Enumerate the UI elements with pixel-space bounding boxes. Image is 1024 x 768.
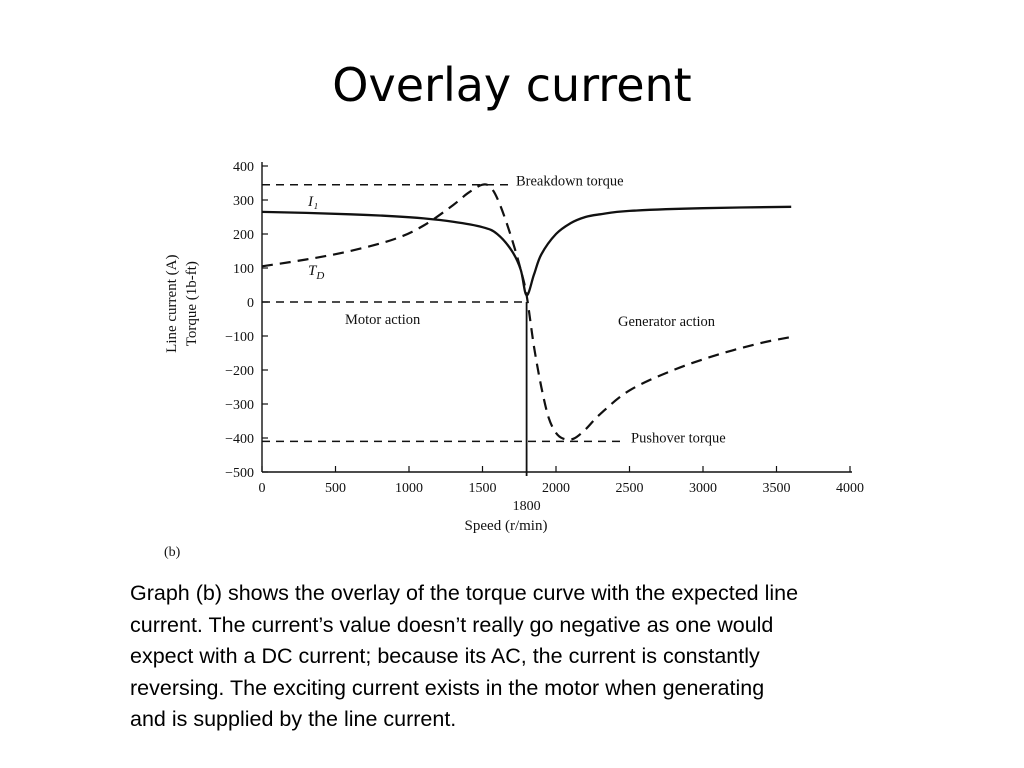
x-tick-label: 500 [325, 481, 346, 496]
x-tick-label: 4000 [836, 481, 864, 496]
y-tick-label: 200 [233, 228, 254, 243]
y-tick-label: 0 [247, 296, 254, 311]
x-tick-label: 1500 [469, 481, 497, 496]
y-tick-label: −200 [225, 364, 254, 379]
y-tick-label: 100 [233, 262, 254, 277]
caption-line: current. The current’s value doesn’t rea… [130, 612, 774, 637]
panel-label: (b) [164, 545, 181, 560]
x-tick-label: 3500 [763, 481, 791, 496]
sync-speed-label: 1800 [513, 499, 541, 514]
caption-line: expect with a DC current; because its AC… [130, 644, 760, 668]
x-tick-label: 0 [259, 481, 266, 496]
generator-action-label: Generator action [618, 314, 716, 330]
y-tick-label: 400 [233, 160, 254, 175]
series-line-current [261, 205, 792, 297]
y-axis-label: Torque (1b-ft) [184, 261, 200, 346]
y-tick-label: −400 [225, 432, 254, 447]
caption: Graph (b) shows the overlay of the torqu… [130, 578, 940, 736]
x-tick-label: 3000 [689, 481, 717, 496]
y-tick-label: 300 [233, 194, 254, 209]
y-tick-label: −100 [225, 330, 254, 345]
series-torque [261, 183, 792, 441]
pushover-torque-label: Pushover torque [631, 430, 726, 446]
slide-title: Overlay current [332, 58, 692, 112]
y-tick-label: −500 [225, 466, 254, 481]
motor-action-label: Motor action [345, 312, 421, 328]
series-label-torque: TD [308, 263, 324, 282]
y-axis-label: Line current (A) [164, 255, 180, 353]
series-label-subscript: D [315, 270, 324, 282]
x-tick-label: 2000 [542, 481, 570, 496]
caption-line: Graph (b) shows the overlay of the torqu… [130, 581, 799, 605]
x-axis-label: Speed (r/min) [465, 518, 548, 534]
x-tick-label: 1000 [395, 481, 423, 496]
x-tick-label: 2500 [616, 481, 644, 496]
breakdown-torque-label: Breakdown torque [516, 174, 624, 190]
caption-line: reversing. The exciting current exists i… [130, 675, 765, 700]
series-label-line-current: I₁ [307, 194, 318, 210]
y-tick-label: −300 [225, 398, 254, 413]
caption-line: and is supplied by the line current. [130, 707, 457, 731]
